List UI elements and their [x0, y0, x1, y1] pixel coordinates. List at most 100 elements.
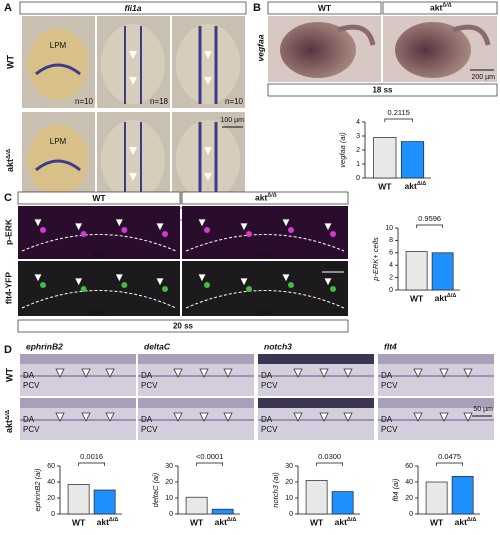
arrowhead: [55, 368, 65, 378]
y-tick-label: 40: [47, 479, 55, 486]
arrowhead: [223, 412, 233, 422]
significance-bracket: [384, 118, 413, 122]
annotation: DA: [23, 371, 35, 380]
panel-letter: B: [253, 2, 261, 14]
p-value: 0.0475: [438, 452, 461, 461]
genotype-name: akt: [215, 517, 227, 527]
x-tick-label: aktΔ/Δ: [435, 293, 457, 303]
y-axis-label: p-ERK+ cells: [371, 237, 380, 282]
arrowhead: [129, 173, 137, 181]
x-tick-label: aktΔ/Δ: [215, 517, 237, 527]
box-label: 20 ss: [173, 322, 194, 331]
scale-bar-label: 50 µm: [473, 406, 493, 413]
box-label: WT: [318, 3, 332, 13]
bar: [211, 508, 234, 515]
bar: [331, 491, 354, 515]
bar: [451, 476, 474, 515]
arrowhead: [81, 368, 91, 378]
x-tick-label: WT: [378, 181, 392, 191]
genotype-name: akt: [335, 517, 347, 527]
arrowhead: [439, 412, 449, 422]
annotation: DA: [141, 371, 153, 380]
y-tick-label: 60: [47, 463, 55, 470]
arrowhead: [343, 412, 353, 422]
stain: [35, 63, 81, 76]
arrowhead: [33, 273, 43, 283]
cell: [330, 286, 336, 292]
annotation: DA: [381, 371, 393, 380]
genotype-superscript: Δ/Δ: [4, 410, 10, 420]
genotype-name: akt: [430, 3, 442, 13]
annotation: LPM: [50, 41, 67, 50]
y-tick-label: 20: [405, 495, 413, 502]
p-value: 0.0016: [80, 452, 103, 461]
significance-bracket: [78, 462, 105, 466]
y-tick-label: 20: [285, 479, 293, 486]
y-tick-label: 2: [389, 274, 393, 281]
box-label: fli1a: [124, 3, 141, 13]
genotype-name: akt: [435, 293, 447, 303]
p-value: 0.2115: [387, 108, 409, 117]
arrowhead: [204, 147, 212, 155]
y-tick-label: 10: [285, 495, 293, 502]
arrowhead: [413, 412, 423, 422]
micrograph: [182, 261, 348, 316]
annotation: yolk: [92, 307, 107, 316]
row-label: flt4-YFP: [3, 272, 13, 304]
micrograph: [18, 206, 180, 259]
y-axis-label: flt4 (ai): [391, 478, 400, 501]
y-tick-label: 0: [356, 175, 360, 182]
y-tick-label: 0: [169, 511, 173, 518]
genotype-label: aktΔ/Δ: [255, 193, 277, 203]
genotype-name: akt: [97, 517, 109, 527]
bar: [93, 489, 116, 515]
box-label: WT: [92, 193, 106, 203]
arrowhead: [293, 412, 303, 422]
sample-count: n=18: [150, 97, 169, 106]
arrowhead: [173, 412, 183, 422]
bar: [67, 484, 90, 515]
arrowhead: [155, 277, 165, 287]
genotype-superscript: Δ/Δ: [417, 181, 426, 187]
y-tick-label: 1: [356, 161, 360, 168]
label-box: [382, 1, 498, 15]
bar: [400, 141, 425, 179]
arrowhead: [33, 218, 43, 228]
stain: [198, 122, 218, 200]
annotation: yolk: [92, 250, 107, 259]
genotype-name: akt: [4, 420, 14, 433]
arrowhead: [239, 277, 249, 287]
x-tick-label: WT: [410, 293, 424, 303]
stain: [124, 26, 142, 104]
tissue-band: [258, 354, 374, 364]
bar: [431, 252, 454, 291]
genotype-superscript: Δ/Δ: [5, 149, 11, 159]
row-label: aktΔ/Δ: [5, 149, 15, 172]
gene-label: notch3: [264, 341, 292, 351]
panel-letter: C: [4, 192, 12, 204]
row-label: p-ERK: [3, 218, 13, 245]
cell: [162, 286, 168, 292]
x-tick-label: aktΔ/Δ: [455, 517, 477, 527]
embryo: [395, 22, 471, 78]
scale-bar-label: 30 µm: [325, 263, 345, 270]
tissue-band: [138, 354, 254, 364]
p-value: <0.0001: [196, 452, 223, 461]
x-tick-label: WT: [190, 517, 204, 527]
label-box: [181, 191, 349, 205]
embryo: [101, 120, 165, 200]
row-label: aktΔ/Δ: [4, 410, 14, 433]
arrowhead: [319, 368, 329, 378]
y-tick-label: 10: [385, 225, 393, 232]
box-label: 18 ss: [372, 86, 393, 95]
annotation: PCV: [261, 425, 278, 434]
genotype-superscript: Δ/Δ: [347, 517, 356, 523]
arrowhead: [239, 222, 249, 232]
x-tick-label: WT: [310, 517, 324, 527]
cell: [40, 282, 46, 288]
annotation: PCV: [23, 381, 40, 390]
significance-bracket: [436, 462, 463, 466]
significance-bracket: [196, 462, 223, 466]
arrowhead: [197, 273, 207, 283]
